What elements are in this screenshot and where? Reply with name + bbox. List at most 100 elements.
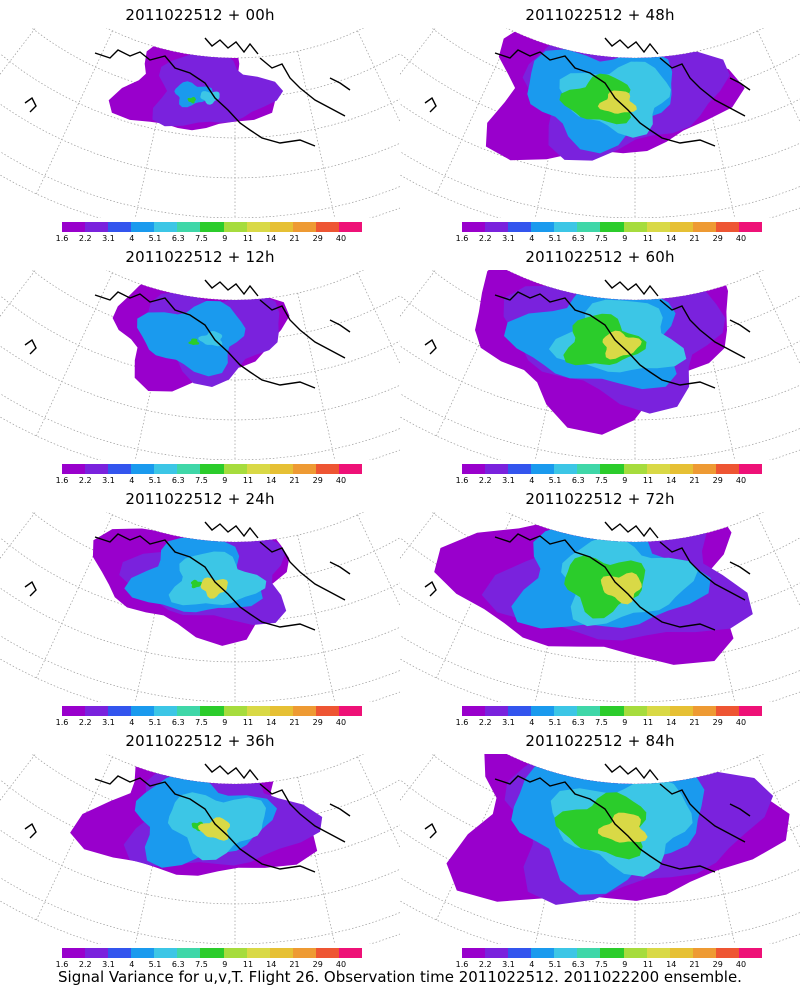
colorbar-tick-label: 4: [529, 960, 535, 969]
colorbar-tick-label: 9: [622, 476, 628, 485]
colorbar-tick-label: 5.1: [148, 718, 162, 727]
colorbar-swatch: [200, 706, 224, 716]
colorbar-swatch: [223, 706, 247, 716]
colorbar-tick-label: 4: [129, 718, 135, 727]
colorbar-swatch: [223, 222, 247, 232]
forecast-panel: 2011022512 + 60h 1.6 2.2 3.1 4 5.1 6.3 7.5 9 11 14…: [400, 242, 800, 485]
colorbar-ticks: 1.6 2.2 3.1 4 5.1 6.3 7.5 9 11 14 21 29 40: [456, 718, 762, 728]
colorbar-swatch: [62, 222, 86, 232]
colorbar-tick-label: 1.6: [455, 476, 469, 485]
colorbar-swatch: [292, 948, 316, 958]
colorbar-tick-label: 2.2: [78, 234, 92, 243]
colorbar-swatch: [669, 706, 693, 716]
colorbar-swatch: [338, 464, 363, 474]
colorbar-tick-label: 3.1: [102, 476, 115, 485]
colorbar-tick-label: 4: [129, 960, 135, 969]
colorbar-tick-label: 3.1: [102, 960, 115, 969]
colorbar-swatch: [292, 706, 316, 716]
colorbar-swatch: [223, 948, 247, 958]
colorbar-tick-label: 2.2: [478, 718, 492, 727]
colorbar-tick-label: 5.1: [548, 476, 562, 485]
panel-title: 2011022512 + 24h: [125, 490, 275, 508]
colorbar-swatch: [669, 464, 693, 474]
colorbar-tick-label: 6.3: [171, 718, 185, 727]
variance-map: [0, 754, 400, 944]
colorbar-tick-label: 1.6: [55, 476, 69, 485]
colorbar-tick-label: 14: [266, 718, 277, 727]
colorbar-tick-label: 3.1: [502, 476, 515, 485]
colorbar-tick-label: 9: [222, 718, 228, 727]
colorbar-tick-label: 6.3: [571, 476, 585, 485]
colorbar-tick-label: 9: [622, 718, 628, 727]
colorbar-tick-label: 40: [335, 476, 347, 485]
colorbar-swatch: [269, 464, 293, 474]
colorbar-tick-label: 3.1: [102, 718, 115, 727]
colorbar-swatch: [531, 948, 555, 958]
variance-field: [112, 271, 290, 392]
coastline: [424, 521, 751, 631]
colorbar-tick-label: 21: [289, 234, 300, 243]
colorbar-swatch: [600, 222, 624, 232]
coastline: [424, 37, 751, 147]
colorbar-swatch: [715, 706, 739, 716]
colorbar-swatch: [600, 706, 624, 716]
colorbar-swatch: [669, 948, 693, 958]
colorbar-swatch: [646, 706, 670, 716]
colorbar-tick-label: 7.5: [595, 234, 608, 243]
colorbar-swatch: [315, 706, 339, 716]
colorbar-tick-label: 4: [529, 718, 535, 727]
variance-field: [108, 40, 284, 131]
colorbar-tick-label: 29: [312, 234, 323, 243]
colorbar-swatch: [531, 222, 555, 232]
colorbar-tick-label: 7.5: [595, 960, 608, 969]
colorbar-swatch: [600, 464, 624, 474]
colorbar-swatch: [269, 706, 293, 716]
colorbar-swatch: [108, 706, 132, 716]
coastline: [424, 279, 751, 389]
colorbar-swatch: [131, 464, 155, 474]
colorbar-swatch: [85, 464, 109, 474]
colorbar: [62, 706, 363, 716]
colorbar-tick-label: 40: [735, 234, 747, 243]
colorbar-tick-label: 14: [666, 476, 677, 485]
variance-map: [0, 270, 400, 460]
colorbar-ticks: 1.6 2.2 3.1 4 5.1 6.3 7.5 9 11 14 21 29 40: [56, 476, 362, 486]
colorbar-ticks: 1.6 2.2 3.1 4 5.1 6.3 7.5 9 11 14 21 29 40: [456, 960, 762, 970]
colorbar-tick-label: 2.2: [78, 960, 92, 969]
colorbar-tick-label: 1.6: [55, 718, 69, 727]
panel-title: 2011022512 + 48h: [525, 6, 675, 24]
colorbar-tick-label: 21: [289, 476, 300, 485]
colorbar-swatch: [223, 464, 247, 474]
colorbar-swatch: [646, 948, 670, 958]
colorbar-tick-label: 40: [335, 234, 347, 243]
colorbar-swatch: [177, 222, 201, 232]
variance-field: [92, 512, 290, 646]
colorbar-swatch: [108, 464, 132, 474]
colorbar-tick-label: 1.6: [55, 960, 69, 969]
colorbar-swatch: [462, 222, 486, 232]
colorbar-tick-label: 11: [242, 234, 254, 243]
colorbar-swatch: [531, 464, 555, 474]
colorbar-tick-label: 21: [289, 718, 300, 727]
coastline: [24, 521, 351, 631]
colorbar-tick-label: 9: [622, 960, 628, 969]
colorbar-swatch: [177, 706, 201, 716]
colorbar-swatch: [246, 464, 270, 474]
colorbar-tick-label: 9: [222, 234, 228, 243]
colorbar: [462, 222, 763, 232]
forecast-panel: 2011022512 + 84h 1.6 2.2 3.1 4 5.1 6.3 7.5 9 11 14…: [400, 726, 800, 969]
colorbar-tick-label: 1.6: [455, 234, 469, 243]
colorbar: [62, 222, 363, 232]
colorbar-tick-label: 2.2: [478, 476, 492, 485]
colorbar: [462, 464, 763, 474]
colorbar-swatch: [485, 948, 509, 958]
colorbar-ticks: 1.6 2.2 3.1 4 5.1 6.3 7.5 9 11 14 21 29 40: [56, 234, 362, 244]
colorbar-swatch: [62, 948, 86, 958]
colorbar-swatch: [85, 948, 109, 958]
colorbar-tick-label: 11: [242, 718, 254, 727]
colorbar-tick-label: 14: [266, 960, 277, 969]
variance-field: [434, 512, 753, 665]
colorbar-tick-label: 11: [642, 718, 654, 727]
colorbar-tick-label: 5.1: [548, 718, 562, 727]
colorbar-tick-label: 21: [289, 960, 300, 969]
